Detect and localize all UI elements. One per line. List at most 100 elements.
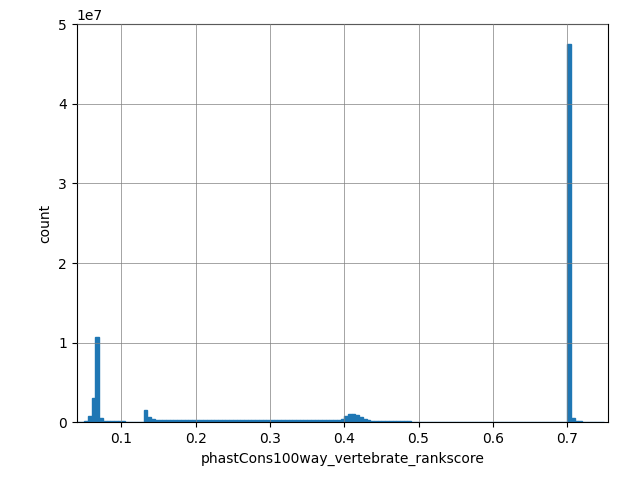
- Bar: [419, 421, 422, 422]
- Bar: [259, 420, 262, 422]
- Bar: [348, 414, 352, 422]
- Bar: [396, 421, 400, 422]
- Bar: [333, 420, 337, 422]
- Bar: [248, 420, 252, 422]
- Bar: [374, 421, 378, 422]
- Bar: [571, 418, 575, 422]
- Bar: [422, 421, 426, 422]
- Bar: [322, 420, 326, 422]
- Bar: [433, 421, 437, 422]
- Bar: [337, 420, 340, 422]
- Bar: [307, 420, 311, 422]
- Bar: [110, 421, 114, 422]
- Bar: [289, 420, 292, 422]
- Bar: [426, 421, 429, 422]
- Bar: [211, 420, 214, 422]
- Bar: [359, 417, 363, 422]
- Bar: [192, 420, 196, 422]
- Bar: [240, 420, 244, 422]
- Bar: [143, 409, 147, 422]
- Bar: [88, 416, 92, 422]
- Bar: [173, 420, 177, 422]
- X-axis label: phastCons100way_vertebrate_rankscore: phastCons100way_vertebrate_rankscore: [200, 452, 484, 466]
- Bar: [292, 420, 296, 422]
- Bar: [262, 420, 266, 422]
- Bar: [378, 421, 381, 422]
- Bar: [371, 421, 374, 422]
- Bar: [344, 417, 348, 422]
- Bar: [188, 420, 192, 422]
- Bar: [385, 421, 389, 422]
- Bar: [214, 420, 218, 422]
- Bar: [84, 421, 88, 422]
- Bar: [303, 420, 307, 422]
- Bar: [415, 421, 419, 422]
- Bar: [314, 420, 318, 422]
- Bar: [270, 420, 274, 422]
- Bar: [311, 420, 314, 422]
- Bar: [408, 421, 411, 422]
- Bar: [252, 420, 255, 422]
- Bar: [125, 421, 129, 422]
- Bar: [184, 420, 188, 422]
- Bar: [151, 419, 155, 422]
- Bar: [155, 420, 159, 422]
- Bar: [221, 420, 225, 422]
- Bar: [106, 421, 110, 422]
- Bar: [367, 420, 371, 422]
- Bar: [162, 420, 166, 422]
- Bar: [340, 419, 344, 422]
- Bar: [411, 421, 415, 422]
- Bar: [140, 421, 143, 422]
- Bar: [99, 419, 103, 422]
- Bar: [326, 420, 330, 422]
- Bar: [207, 420, 211, 422]
- Bar: [244, 420, 248, 422]
- Bar: [274, 420, 277, 422]
- Bar: [381, 421, 385, 422]
- Bar: [389, 421, 392, 422]
- Bar: [429, 421, 433, 422]
- Bar: [147, 417, 151, 422]
- Bar: [400, 421, 404, 422]
- Bar: [285, 420, 289, 422]
- Bar: [300, 420, 303, 422]
- Bar: [129, 421, 132, 422]
- Bar: [159, 420, 162, 422]
- Bar: [330, 420, 333, 422]
- Bar: [132, 421, 136, 422]
- Bar: [352, 414, 355, 422]
- Bar: [579, 421, 582, 422]
- Bar: [196, 420, 200, 422]
- Bar: [225, 420, 229, 422]
- Bar: [95, 337, 99, 422]
- Bar: [203, 420, 207, 422]
- Bar: [575, 421, 579, 422]
- Bar: [441, 421, 445, 422]
- Bar: [318, 420, 322, 422]
- Bar: [237, 420, 240, 422]
- Bar: [166, 420, 170, 422]
- Bar: [92, 398, 95, 422]
- Bar: [567, 44, 571, 422]
- Bar: [437, 421, 441, 422]
- Bar: [445, 421, 448, 422]
- Bar: [355, 415, 359, 422]
- Bar: [363, 419, 367, 422]
- Bar: [177, 420, 181, 422]
- Bar: [281, 420, 285, 422]
- Bar: [170, 420, 173, 422]
- Bar: [277, 420, 281, 422]
- Bar: [229, 420, 233, 422]
- Bar: [136, 421, 140, 422]
- Bar: [218, 420, 221, 422]
- Y-axis label: count: count: [38, 204, 52, 243]
- Bar: [266, 420, 270, 422]
- Bar: [404, 421, 408, 422]
- Bar: [122, 421, 125, 422]
- Bar: [103, 421, 106, 422]
- Bar: [392, 421, 396, 422]
- Bar: [114, 421, 118, 422]
- Bar: [200, 420, 203, 422]
- Bar: [233, 420, 237, 422]
